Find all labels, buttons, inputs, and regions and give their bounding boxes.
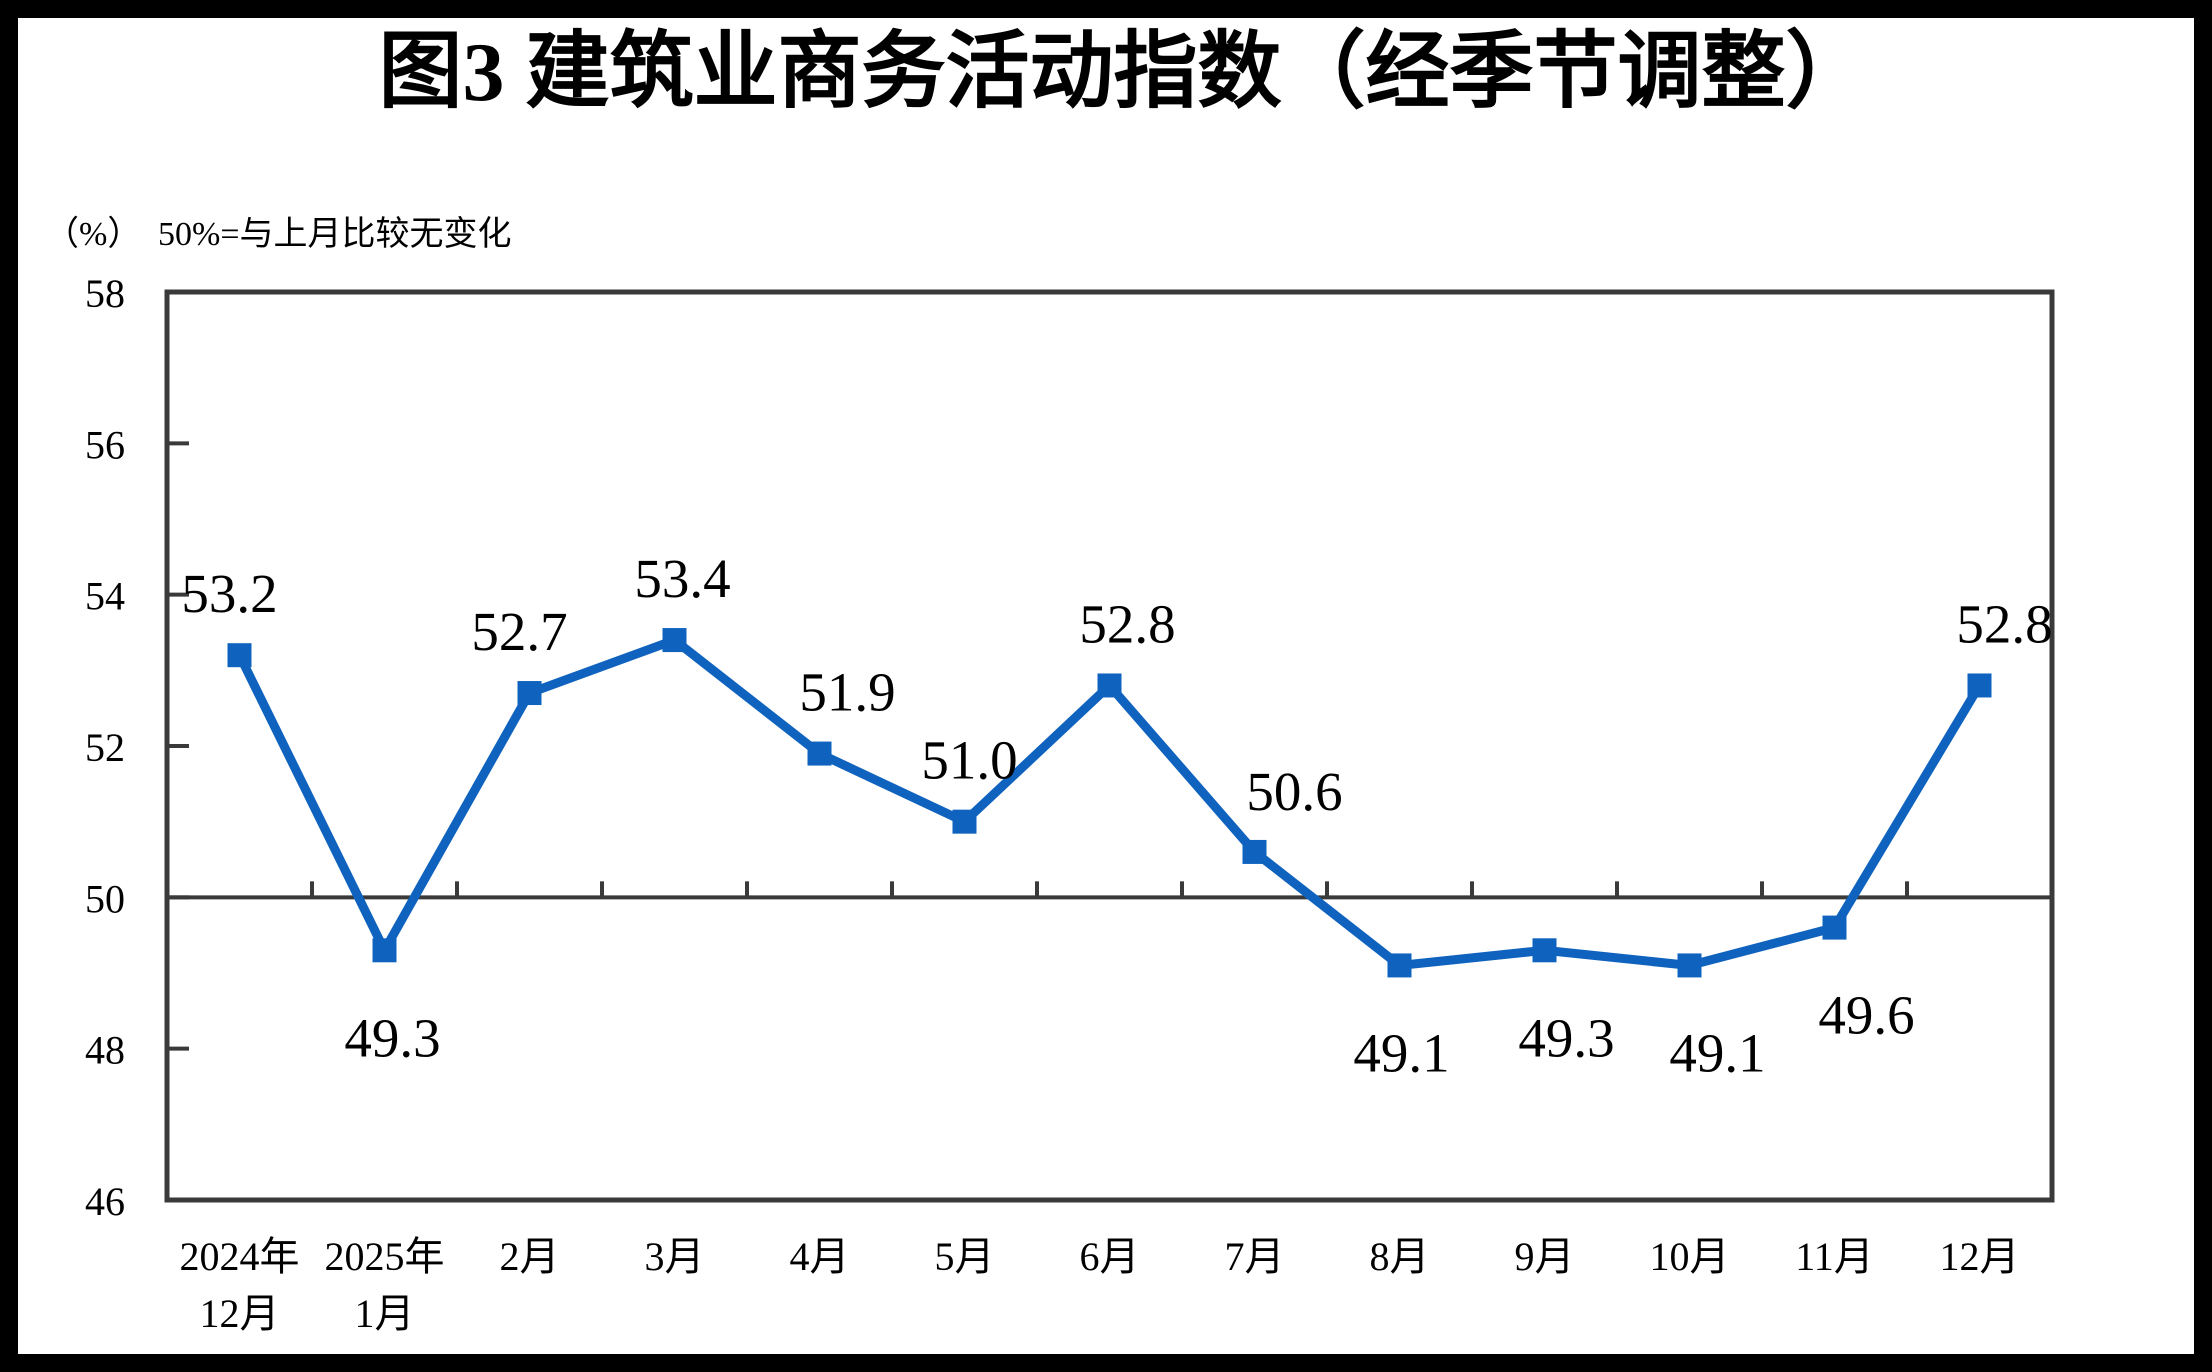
- y-tick-label: 46: [85, 1179, 125, 1224]
- data-point-marker: [1822, 915, 1847, 940]
- plot-border: [164, 289, 2055, 1203]
- y-tick-label: 54: [85, 574, 125, 619]
- x-category-label: 10月: [1650, 1234, 1730, 1279]
- reference-note: 50%=与上月比较无变化: [158, 215, 512, 253]
- data-point-label: 51.0: [921, 730, 1017, 791]
- data-point-label: 53.4: [634, 548, 730, 609]
- data-point-marker: [807, 741, 832, 766]
- data-point-label: 52.8: [1079, 593, 1175, 654]
- data-point-label: 49.3: [1518, 1007, 1614, 1068]
- y-tick-label: 52: [85, 725, 125, 770]
- data-point-marker: [517, 681, 542, 706]
- data-point-marker: [1097, 673, 1122, 698]
- data-point-marker: [1677, 953, 1702, 978]
- y-tick-label: 58: [85, 271, 125, 316]
- x-category-label: 2025年 1月: [325, 1234, 445, 1336]
- chart-title: 图3 建筑业商务活动指数（经季节调整）: [378, 26, 1869, 119]
- x-category-label: 2月: [500, 1234, 560, 1279]
- x-category-label: 11月: [1795, 1234, 1874, 1279]
- data-point-marker: [1967, 673, 1992, 698]
- x-category-label: 5月: [935, 1234, 995, 1279]
- data-point-label: 50.6: [1246, 761, 1342, 822]
- x-category-label: 2024年 12月: [180, 1234, 300, 1336]
- data-point-label: 52.7: [471, 601, 567, 662]
- x-category-label: 12月: [1940, 1234, 2020, 1279]
- data-point-label: 53.2: [181, 563, 277, 624]
- data-point-label: 51.9: [799, 662, 895, 723]
- x-category-label: 4月: [790, 1234, 850, 1279]
- x-category-label: 6月: [1080, 1234, 1140, 1279]
- data-point-marker: [1387, 953, 1412, 978]
- data-point-label: 49.1: [1669, 1022, 1765, 1083]
- data-point-marker: [952, 809, 977, 834]
- data-point-label: 49.6: [1818, 985, 1914, 1046]
- data-point-label: 49.3: [344, 1007, 440, 1068]
- x-category-label: 8月: [1370, 1234, 1430, 1279]
- data-point-marker: [227, 643, 252, 668]
- data-point-marker: [662, 628, 687, 653]
- x-category-label: 7月: [1225, 1234, 1285, 1279]
- data-point-marker: [1242, 839, 1267, 864]
- y-tick-label: 56: [85, 422, 125, 467]
- x-category-label: 3月: [645, 1234, 705, 1279]
- y-tick-label: 48: [85, 1028, 125, 1073]
- data-point-label: 52.8: [1956, 593, 2052, 654]
- data-point-label: 49.1: [1353, 1022, 1449, 1083]
- y-tick-label: 50: [85, 876, 125, 921]
- data-point-marker: [372, 938, 397, 963]
- x-category-label: 9月: [1515, 1234, 1575, 1279]
- y-axis-unit-label: （%）: [45, 215, 141, 253]
- data-point-marker: [1532, 938, 1557, 963]
